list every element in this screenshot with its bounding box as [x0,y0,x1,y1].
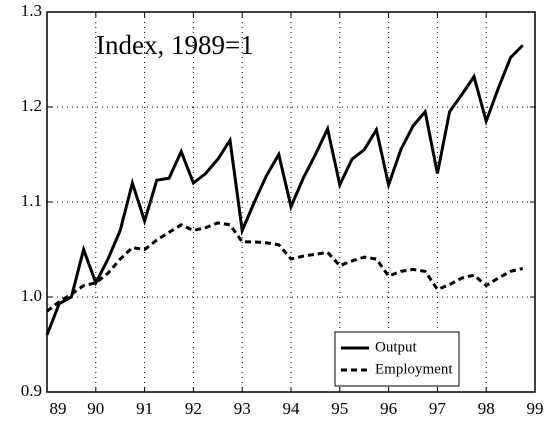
y-tick-label: 1.2 [21,96,42,115]
x-tick-label: 98 [478,399,495,418]
y-tick-label: 0.9 [21,381,42,400]
x-tick-label: 92 [185,399,202,418]
x-tick-label: 99 [527,399,544,418]
x-tick-label: 93 [234,399,251,418]
legend-label: Output [375,339,418,355]
annotation: Index, 1989=1 [96,30,254,60]
plot-frame [46,11,536,393]
y-tick-label: 1.1 [21,191,42,210]
series-line [46,221,524,313]
x-tick-label: 97 [429,399,447,418]
x-tick-label: 95 [331,399,348,418]
y-tick-label: 1.3 [21,1,42,20]
x-tick-label: 91 [136,399,153,418]
legend-label: Employment [375,361,453,377]
y-tick-label: 1.0 [21,286,42,305]
legend-box [334,331,460,387]
x-tick-label: 89 [50,399,67,418]
x-tick-label: 90 [87,399,104,418]
series-line [45,44,524,336]
x-tick-label: 94 [283,399,301,418]
x-tick-label: 96 [380,399,397,418]
